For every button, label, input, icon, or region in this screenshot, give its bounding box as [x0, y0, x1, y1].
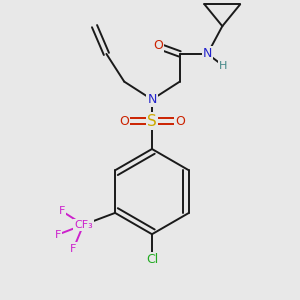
Text: O: O: [153, 40, 163, 52]
Text: O: O: [175, 115, 185, 128]
Text: F: F: [58, 206, 65, 216]
Text: Cl: Cl: [146, 254, 158, 266]
Text: F: F: [54, 230, 61, 240]
Text: O: O: [119, 115, 129, 128]
Text: S: S: [147, 114, 157, 129]
Text: N: N: [203, 47, 212, 60]
Text: CF₃: CF₃: [74, 220, 93, 230]
Text: F: F: [70, 244, 77, 254]
Text: H: H: [219, 61, 227, 71]
Text: N: N: [147, 93, 157, 106]
